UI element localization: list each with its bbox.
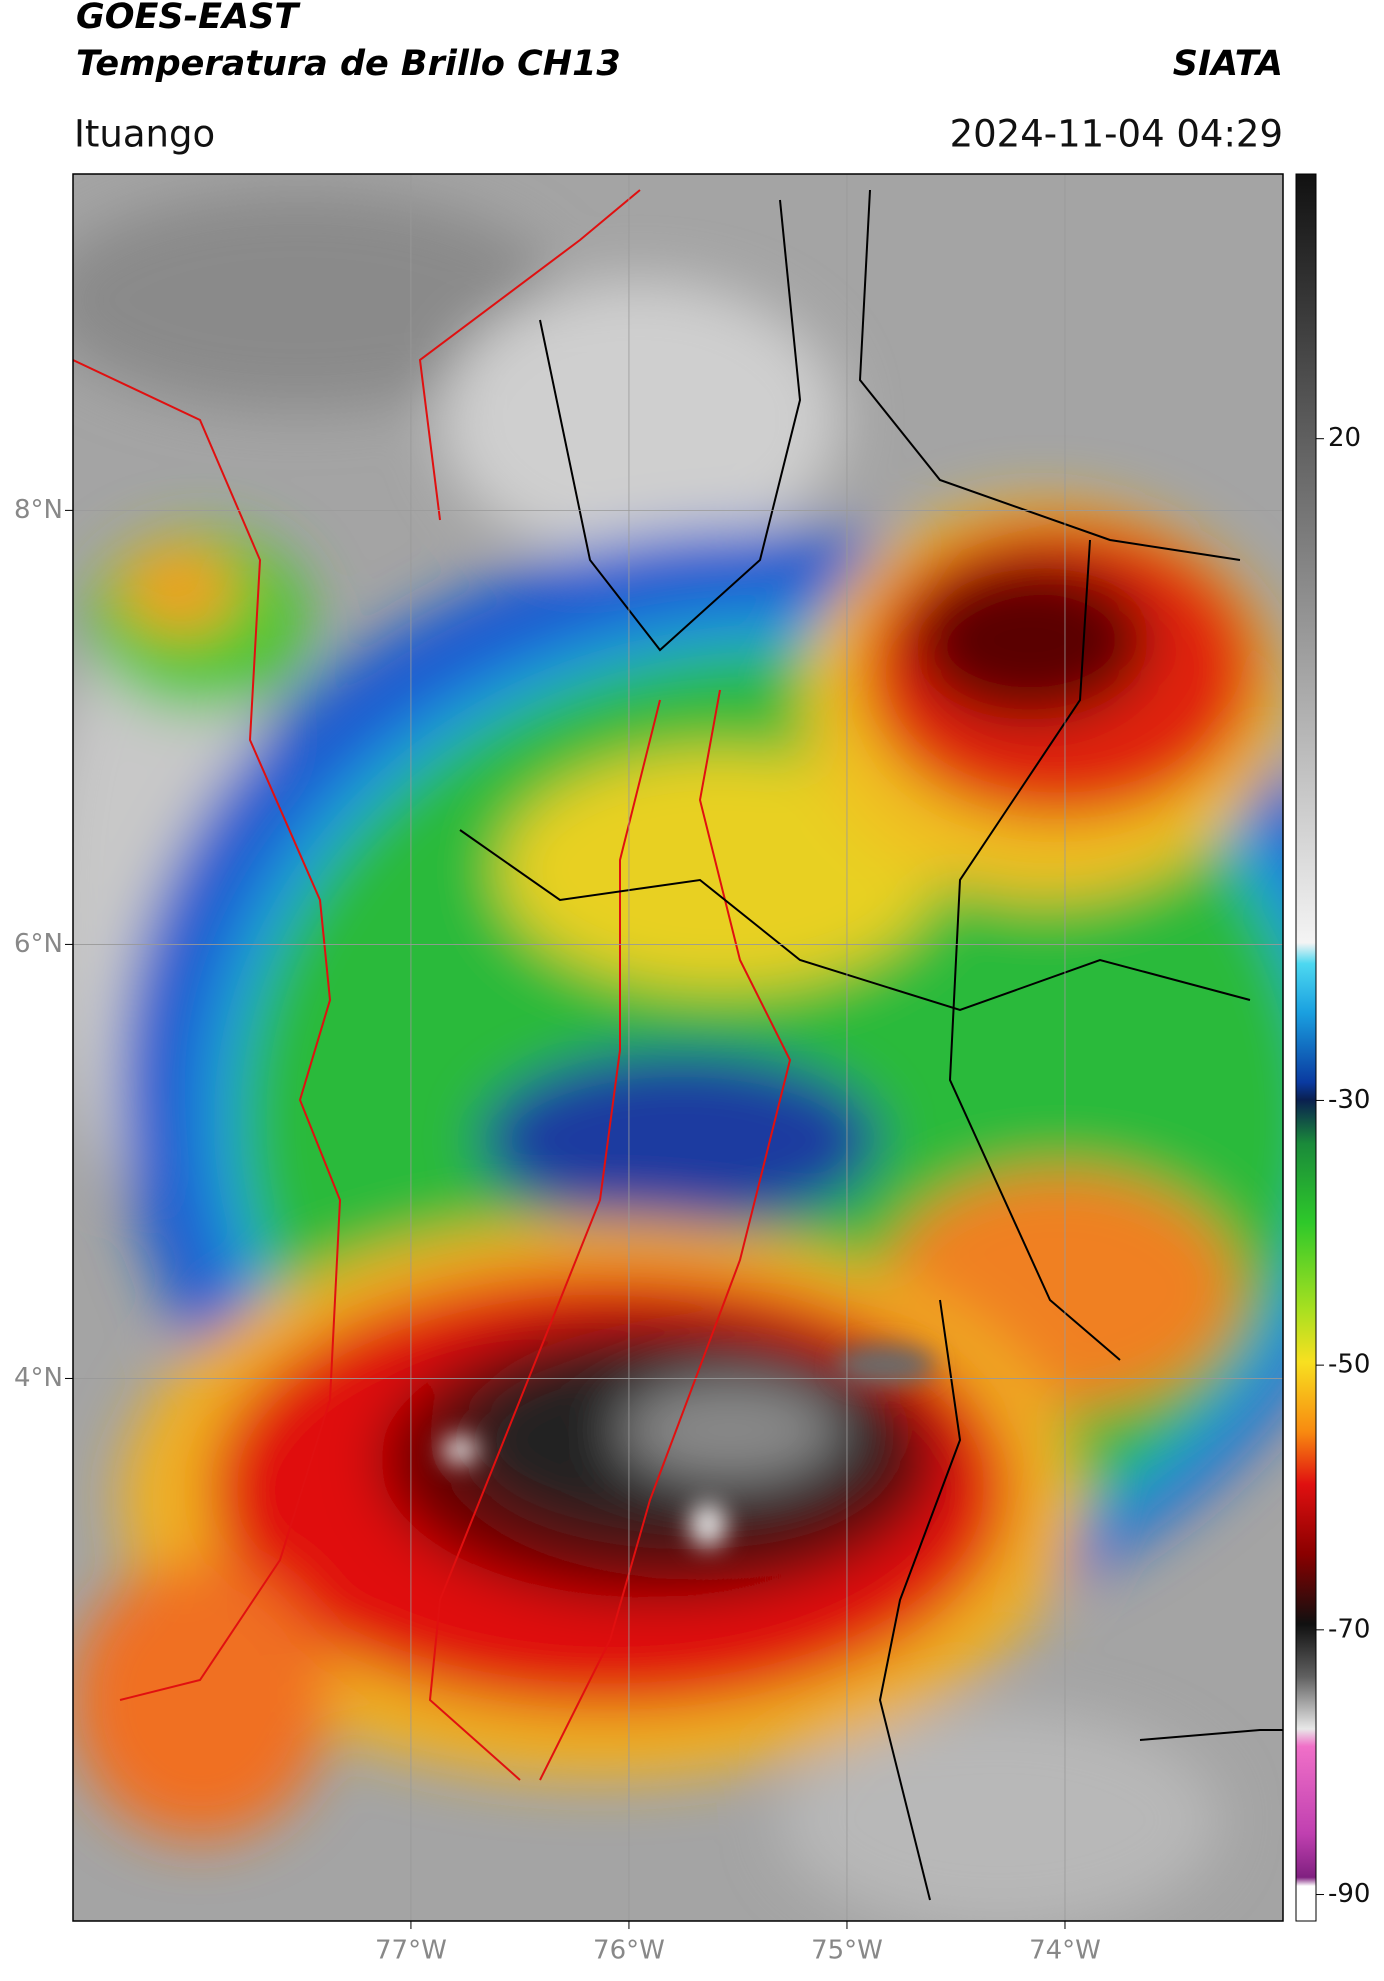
source: SIATA [1173,44,1283,84]
x-tick-label: 74°W [1029,1936,1101,1966]
location: Ituango [74,113,215,156]
x-tick-label: 75°W [811,1936,883,1966]
map-frame [72,173,1284,1922]
colorbar-tick-label: -90 [1328,1879,1370,1909]
satellite-image [73,174,1283,1921]
subtitle: Temperatura de Brillo CH13 [76,44,621,84]
x-tick-label: 77°W [375,1936,447,1966]
y-tick-label: 8°N [14,495,63,525]
colorbar-tick-label: -30 [1328,1085,1370,1115]
colorbar [1295,173,1317,1922]
datetime: 2024-11-04 04:29 [950,113,1283,156]
colorbar-tick-label: -50 [1328,1350,1370,1380]
colorbar-tick-label: -70 [1328,1614,1370,1644]
colorbar-tick-label: 20 [1328,423,1361,453]
y-tick-label: 4°N [14,1363,63,1393]
y-tick-label: 6°N [14,929,63,959]
title: GOES-EAST [76,0,301,37]
x-tick-label: 76°W [593,1936,665,1966]
